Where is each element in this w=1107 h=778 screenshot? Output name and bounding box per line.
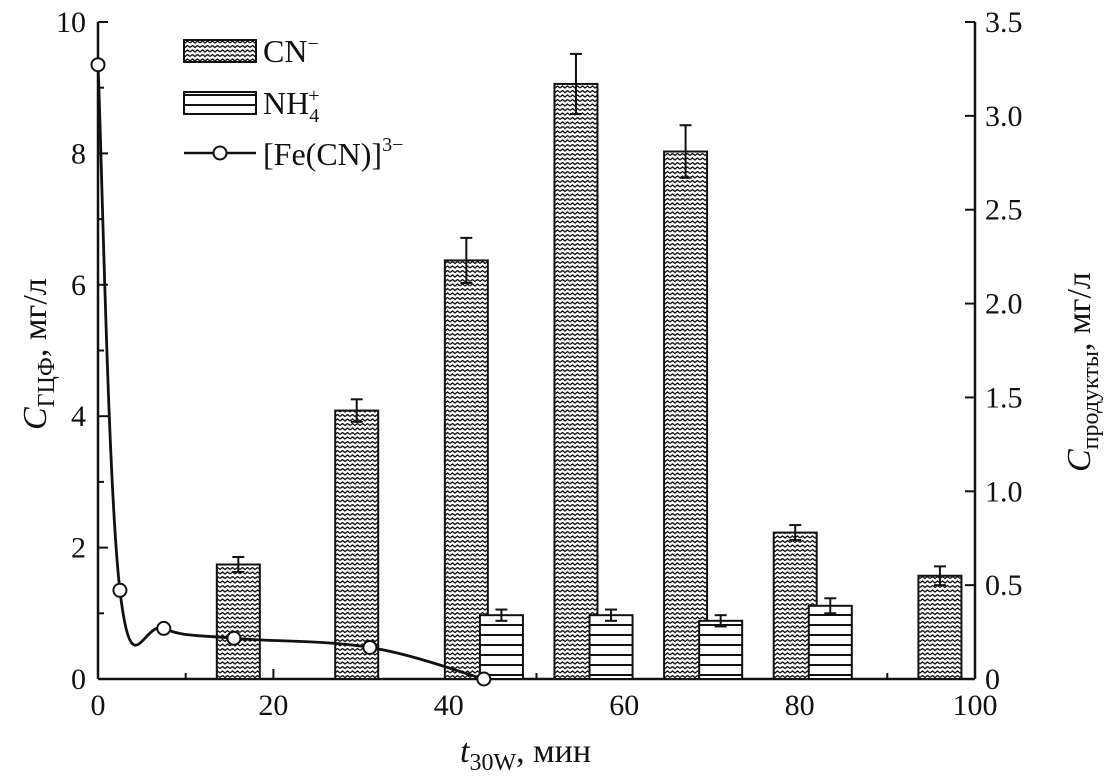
- cn-bar: [917, 574, 963, 680]
- legend-marker-fe: [212, 145, 228, 161]
- y-right-tick-label: 3.0: [985, 100, 1023, 133]
- cn-bars: [215, 52, 963, 681]
- fe-point: [362, 639, 378, 655]
- legend-label-fe: [Fe(CN)]3−: [263, 134, 403, 172]
- nh4-bar: [478, 614, 524, 680]
- x-tick-label: 0: [91, 689, 106, 722]
- legend-item-fe: [Fe(CN)]3−: [184, 134, 403, 172]
- x-tick-label: 80: [785, 689, 815, 722]
- y-right-tick-label: 1.0: [985, 475, 1023, 508]
- fe-point: [156, 620, 172, 636]
- x-axis-title: t30W, мин: [460, 733, 591, 776]
- cn-bar: [443, 259, 489, 680]
- legend-swatch-nh4: [183, 91, 257, 115]
- y-left-tick-label: 6: [71, 269, 86, 302]
- fe-point: [226, 630, 242, 646]
- legend-item-cn: CN−: [183, 33, 319, 69]
- cn-bar: [215, 563, 261, 680]
- legend-label-nh4: NH4+: [263, 85, 320, 127]
- nh4-bar: [588, 614, 634, 680]
- y-left-tick-label: 8: [71, 137, 86, 170]
- fe-point: [90, 57, 106, 73]
- x-tick-label: 40: [434, 689, 464, 722]
- x-tick-label: 60: [609, 689, 639, 722]
- legend-item-nh4: NH4+: [183, 85, 320, 127]
- y-left-tick-label: 0: [71, 663, 86, 696]
- cn-bar: [553, 82, 599, 680]
- nh4-bars: [478, 597, 853, 681]
- legend: CN− NH4+ [Fe(CN)]3−: [183, 33, 403, 172]
- cn-bar: [663, 150, 709, 681]
- x-axis-ticks: 0 20 40 60 80 100: [91, 669, 998, 722]
- y-right-axis-ticks: 0 0.5 1.0 1.5 2.0 2.5 3.0 3.5: [965, 6, 1023, 696]
- fe-point: [112, 582, 128, 598]
- y-left-tick-label: 10: [56, 6, 86, 39]
- x-tick-label: 100: [953, 689, 998, 722]
- y-left-axis-title: CГЦФ, мг/л: [17, 278, 60, 430]
- y-left-tick-label: 2: [71, 532, 86, 565]
- y-right-tick-label: 0: [985, 663, 1000, 696]
- legend-label-cn: CN−: [263, 33, 319, 69]
- x-tick-label: 20: [258, 689, 288, 722]
- y-right-tick-label: 3.5: [985, 6, 1023, 39]
- y-left-axis-ticks: 0 2 4 6 8 10: [56, 6, 108, 696]
- nh4-bar: [807, 604, 853, 681]
- fe-line-series: [90, 57, 492, 687]
- y-left-tick-label: 4: [71, 400, 86, 433]
- fe-point: [476, 671, 492, 687]
- y-right-axis-title: Cпродукты, мг/л: [1061, 272, 1104, 472]
- y-right-tick-label: 0.5: [985, 569, 1023, 602]
- nh4-bar: [698, 619, 744, 681]
- y-right-tick-label: 1.5: [985, 381, 1023, 414]
- legend-swatch-cn: [183, 39, 257, 63]
- y-right-tick-label: 2.5: [985, 194, 1023, 227]
- cn-bar: [334, 409, 380, 680]
- y-right-tick-label: 2.0: [985, 288, 1023, 321]
